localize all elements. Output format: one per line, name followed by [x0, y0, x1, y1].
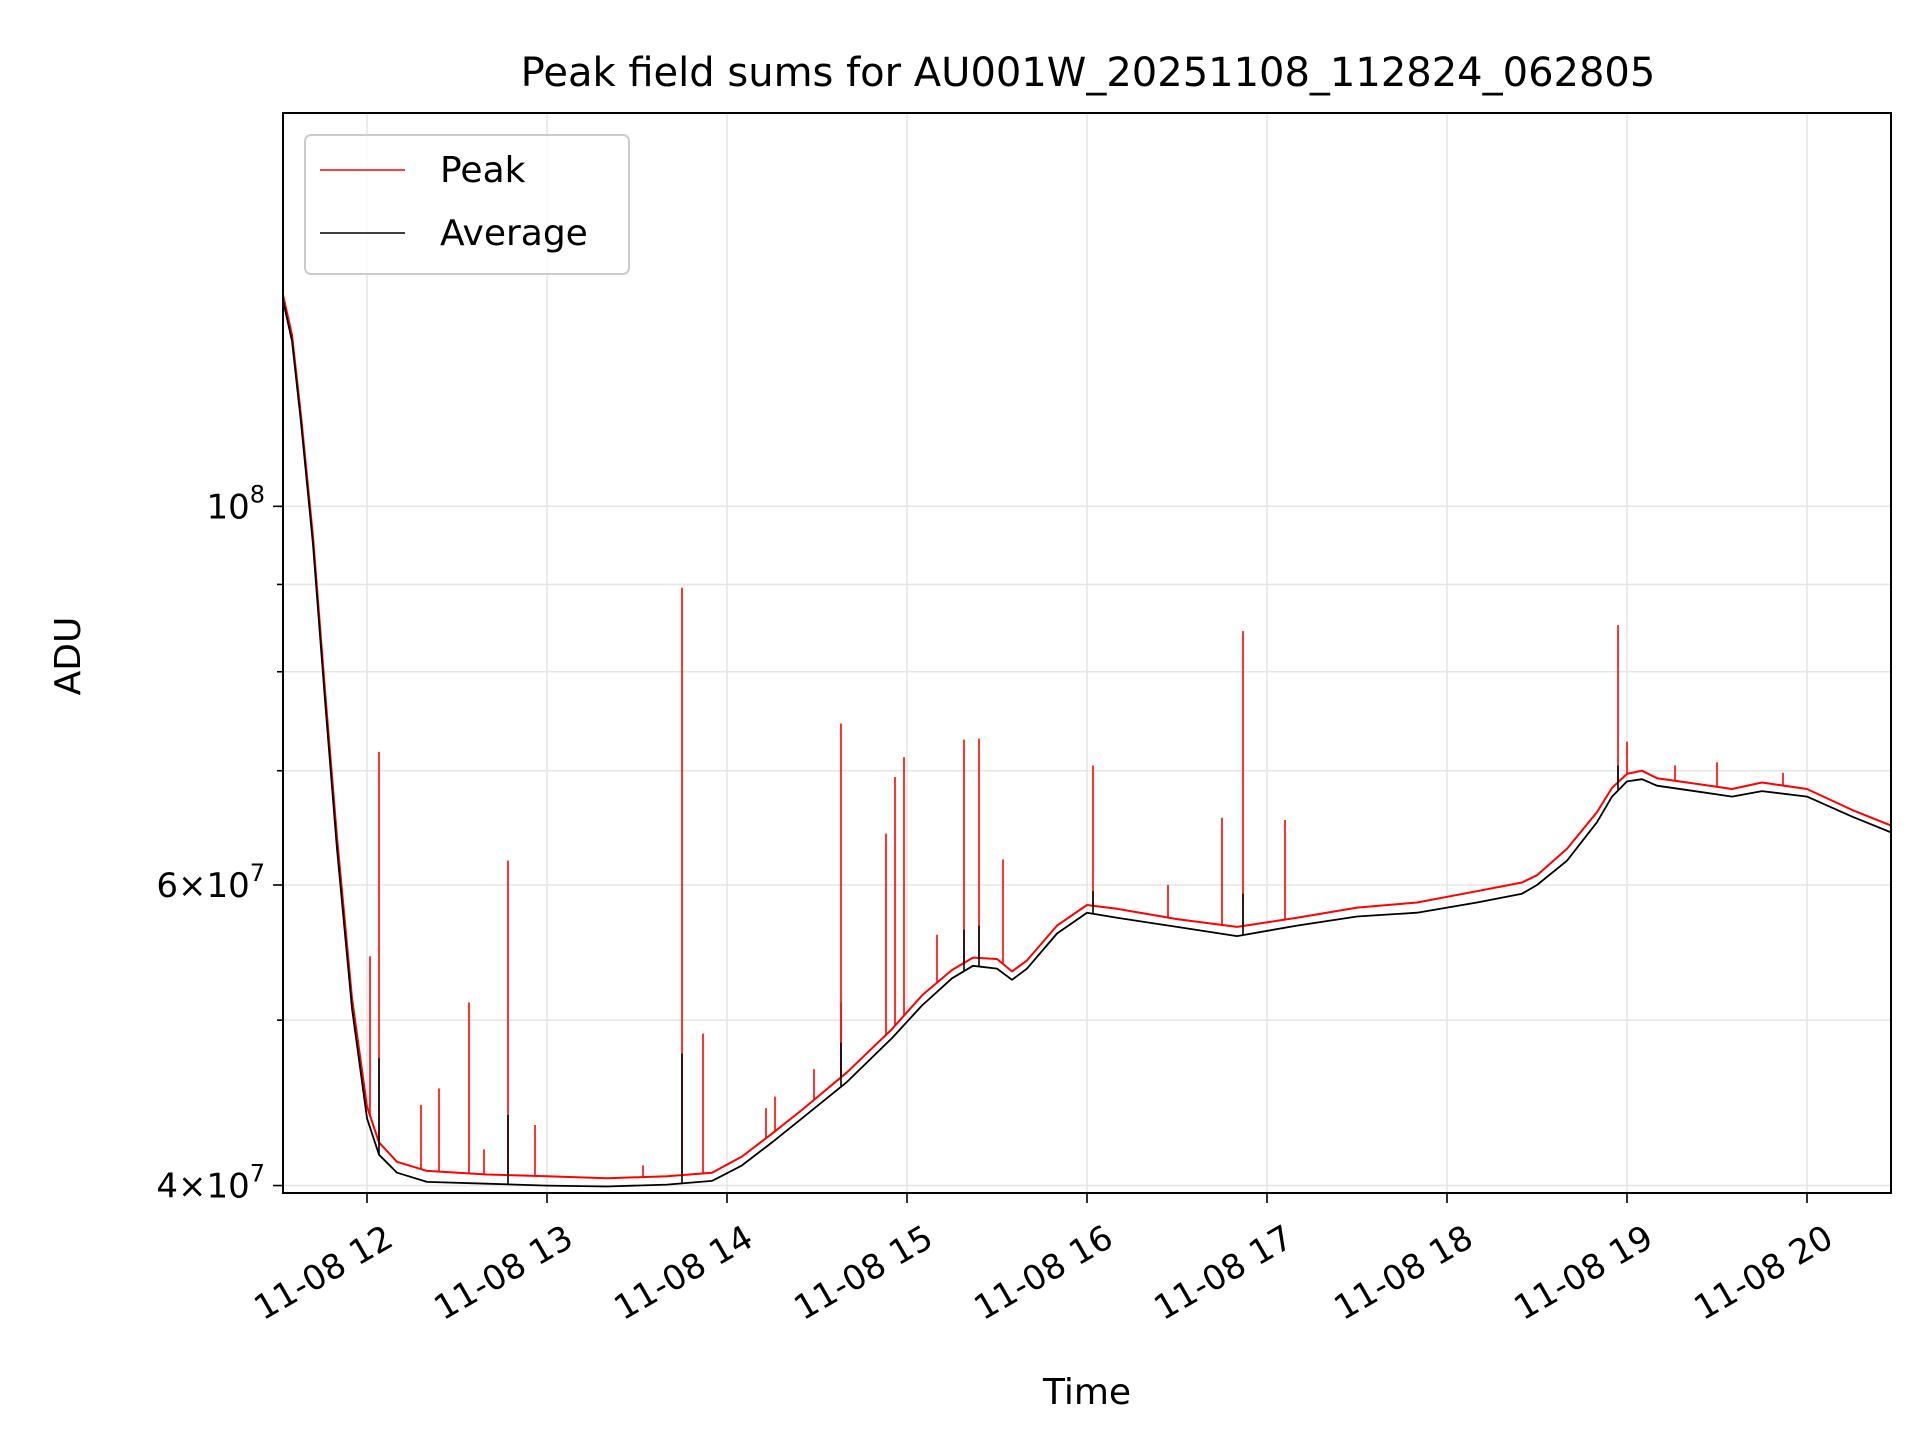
- y-tick-exponent: 7: [250, 859, 265, 887]
- y-tick-label: 4×107: [156, 1160, 265, 1207]
- y-tick-times: ×: [178, 866, 207, 906]
- grid: [283, 113, 1891, 1193]
- y-tick-mantissa: 10: [206, 487, 249, 527]
- y-tick-base: 6: [156, 866, 178, 906]
- y-tick-exponent: 7: [250, 1160, 265, 1188]
- y-tick-label: 6×107: [156, 859, 265, 906]
- y-tick-mantissa: 10: [206, 1167, 249, 1207]
- y-tick-exponent: 8: [250, 480, 265, 508]
- legend: Peak Average: [304, 134, 630, 275]
- y-tick-base: 4: [156, 1167, 178, 1207]
- legend-label-average: Average: [440, 213, 588, 254]
- y-tick-label: 108: [206, 480, 265, 527]
- y-tick-times: ×: [178, 1167, 207, 1207]
- y-tick-mantissa: 10: [206, 866, 249, 906]
- series-line-peak: [283, 294, 1891, 1180]
- series-layer: [283, 294, 1891, 1188]
- legend-label-peak: Peak: [440, 150, 526, 191]
- x-axis-label: Time: [1042, 1372, 1131, 1413]
- chart-title: Peak field sums for AU001W_20251108_1128…: [521, 50, 1656, 96]
- y-axis-label: ADU: [48, 617, 89, 696]
- series-line-average: [283, 300, 1891, 1188]
